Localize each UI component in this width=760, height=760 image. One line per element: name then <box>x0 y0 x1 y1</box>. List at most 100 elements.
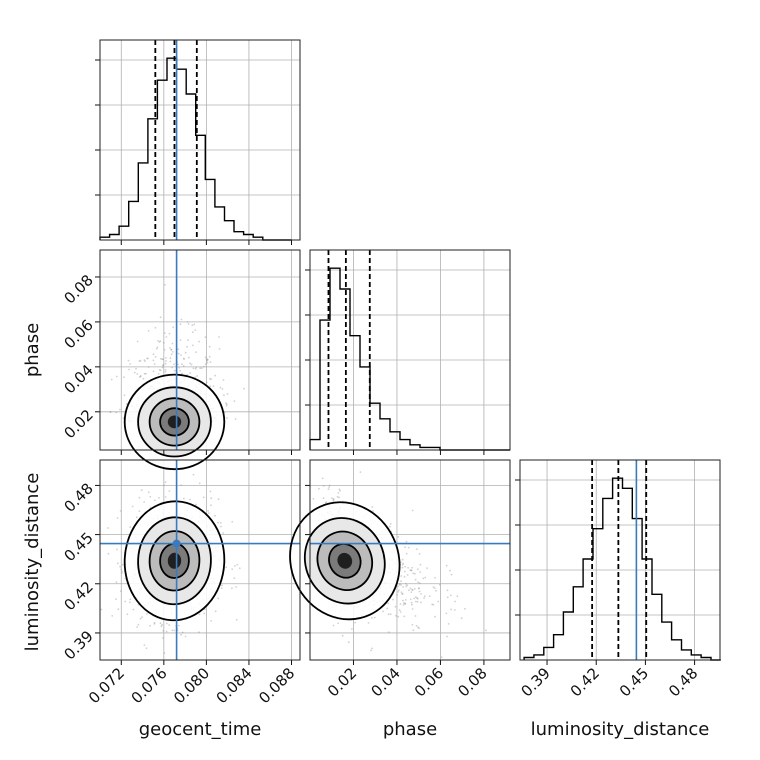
pair-0-sample-594 <box>162 364 164 367</box>
pair-0-sample-287 <box>194 329 197 331</box>
pair-2-sample-398 <box>485 629 487 632</box>
pair-0-sample-404 <box>143 359 146 361</box>
ytick-label-phase-1: 0.04 <box>60 361 96 397</box>
pair-1-sample-471 <box>120 590 122 593</box>
pair-1-sample-646 <box>231 568 234 570</box>
pair-2-sample-282 <box>403 615 406 618</box>
hist-0-frame <box>99 39 301 241</box>
pair-0-sample-781 <box>183 358 185 360</box>
pair-0-sample-627 <box>182 365 185 367</box>
pair-0-sample-708 <box>119 408 121 411</box>
pair-2-sample-831 <box>406 574 409 576</box>
pair-2-sample-347 <box>464 608 466 610</box>
xtick-label-luminosity-distance-2: 0.45 <box>616 664 652 700</box>
pair-0-sample-465 <box>110 378 113 381</box>
pair-1-sample-197 <box>145 613 148 615</box>
pair-0-sample-30 <box>187 356 190 359</box>
pair-0-sample-55 <box>206 358 209 361</box>
pair-0-sample-98 <box>147 330 150 332</box>
xlabel-geocent-time: geocent_time <box>139 719 262 740</box>
pair-2-sample-800 <box>405 552 408 555</box>
pair-1-sample-229 <box>168 490 171 492</box>
pair-2-sample-829 <box>386 607 389 610</box>
pair-1-sample-488 <box>153 621 156 624</box>
hist-1-steps <box>309 267 510 451</box>
pair-1-sample-71 <box>158 497 160 499</box>
xlabel-phase: phase <box>383 719 437 740</box>
xtick-label-phase-1: 0.04 <box>367 664 403 700</box>
pair-2-sample-314 <box>423 597 425 599</box>
pair-2-sample-756 <box>339 489 341 492</box>
pair-1-sample-306 <box>233 577 236 579</box>
pair-0-sample-548 <box>162 358 164 361</box>
pair-2-sample-305 <box>432 603 435 606</box>
pair-1-sample-657 <box>217 498 220 501</box>
labels-layer: geocent_time phase luminosity_distance p… <box>22 271 709 740</box>
pair-2-sample-801 <box>407 566 409 569</box>
pair-0-sample-293 <box>153 363 156 365</box>
pair-0-sample-393 <box>199 367 202 370</box>
pair-0-sample-816 <box>189 362 192 365</box>
xtick-label-luminosity-distance-1: 0.42 <box>567 664 603 700</box>
pair-0-sample-312 <box>187 339 190 342</box>
pair-0-sample-77 <box>171 366 174 369</box>
pair-2-sample-344 <box>403 575 406 578</box>
pair-0-sample-308 <box>179 323 182 326</box>
pair-2-sample-55 <box>460 617 463 620</box>
pair-2-sample-666 <box>331 497 333 500</box>
pair-2-sample-375 <box>401 566 404 569</box>
pair-1-sample-186 <box>231 587 233 590</box>
pair-2-sample-150 <box>397 536 400 538</box>
pair-1-sample-323 <box>198 482 201 485</box>
pair-1-sample-349 <box>181 631 184 634</box>
pair-1-sample-327 <box>173 629 176 632</box>
pair-2-sample-324 <box>351 628 353 630</box>
pair-2-sample-804 <box>410 569 412 572</box>
pair-1-sample-244 <box>149 624 151 627</box>
pair-2-sample-30 <box>405 585 408 588</box>
pair-2-sample-770 <box>312 498 315 500</box>
pair-0-sample-244 <box>109 411 112 413</box>
pair-1-sample-788 <box>162 630 165 632</box>
pair-2-sample-866 <box>401 592 404 595</box>
pair-2-sample-475 <box>404 546 406 549</box>
pair-2-sample-309 <box>402 603 405 606</box>
pair-0-sample-38 <box>147 357 149 360</box>
pair-0-sample-167 <box>205 358 208 361</box>
pair-1-sample-736 <box>100 608 103 611</box>
xtick-label-geocent-time-0: 0.072 <box>85 664 128 707</box>
xtick-label-geocent-time-4: 0.088 <box>255 664 298 707</box>
xtick-label-phase-0: 0.02 <box>324 664 360 700</box>
pair-0-sample-519 <box>144 372 147 375</box>
pair-2-sample-401 <box>414 578 417 581</box>
pair-2-sample-732 <box>415 600 417 603</box>
pair-1-sample-70 <box>220 587 223 589</box>
pair-2-sample-226 <box>387 602 390 605</box>
pair-0-sample-112 <box>205 381 208 384</box>
pair-1-density-4 <box>167 552 182 569</box>
pair-1-sample-787 <box>116 548 118 551</box>
pair-2-sample-447 <box>336 495 339 498</box>
pair-2-sample-257 <box>413 597 416 600</box>
pair-2-sample-803 <box>414 615 417 617</box>
pair-1-sample-367 <box>198 631 200 633</box>
pair-2-sample-99 <box>410 601 413 604</box>
pair-2-sample-119 <box>401 593 403 595</box>
pair-0-sample-317 <box>147 366 150 368</box>
pair-1-sample-81 <box>107 552 110 555</box>
pair-2-sample-13 <box>410 591 413 593</box>
pair-2-sample-187 <box>434 615 436 618</box>
pair-1-sample-154 <box>143 644 146 646</box>
pair-0-sample-61 <box>192 367 195 370</box>
pair-0-contour-1 <box>137 386 212 458</box>
pair-0-sample-94 <box>157 340 159 342</box>
pair-2-sample-599 <box>405 540 408 543</box>
pair-1-sample-617 <box>189 498 191 501</box>
pair-0-sample-436 <box>180 318 183 321</box>
pair-2-sample-704 <box>322 497 325 500</box>
pair-2-sample-555 <box>322 485 325 487</box>
pair-0-sample-296 <box>159 340 162 343</box>
pair-1-sample-877 <box>137 623 140 626</box>
pair-1-sample-539 <box>214 514 216 517</box>
